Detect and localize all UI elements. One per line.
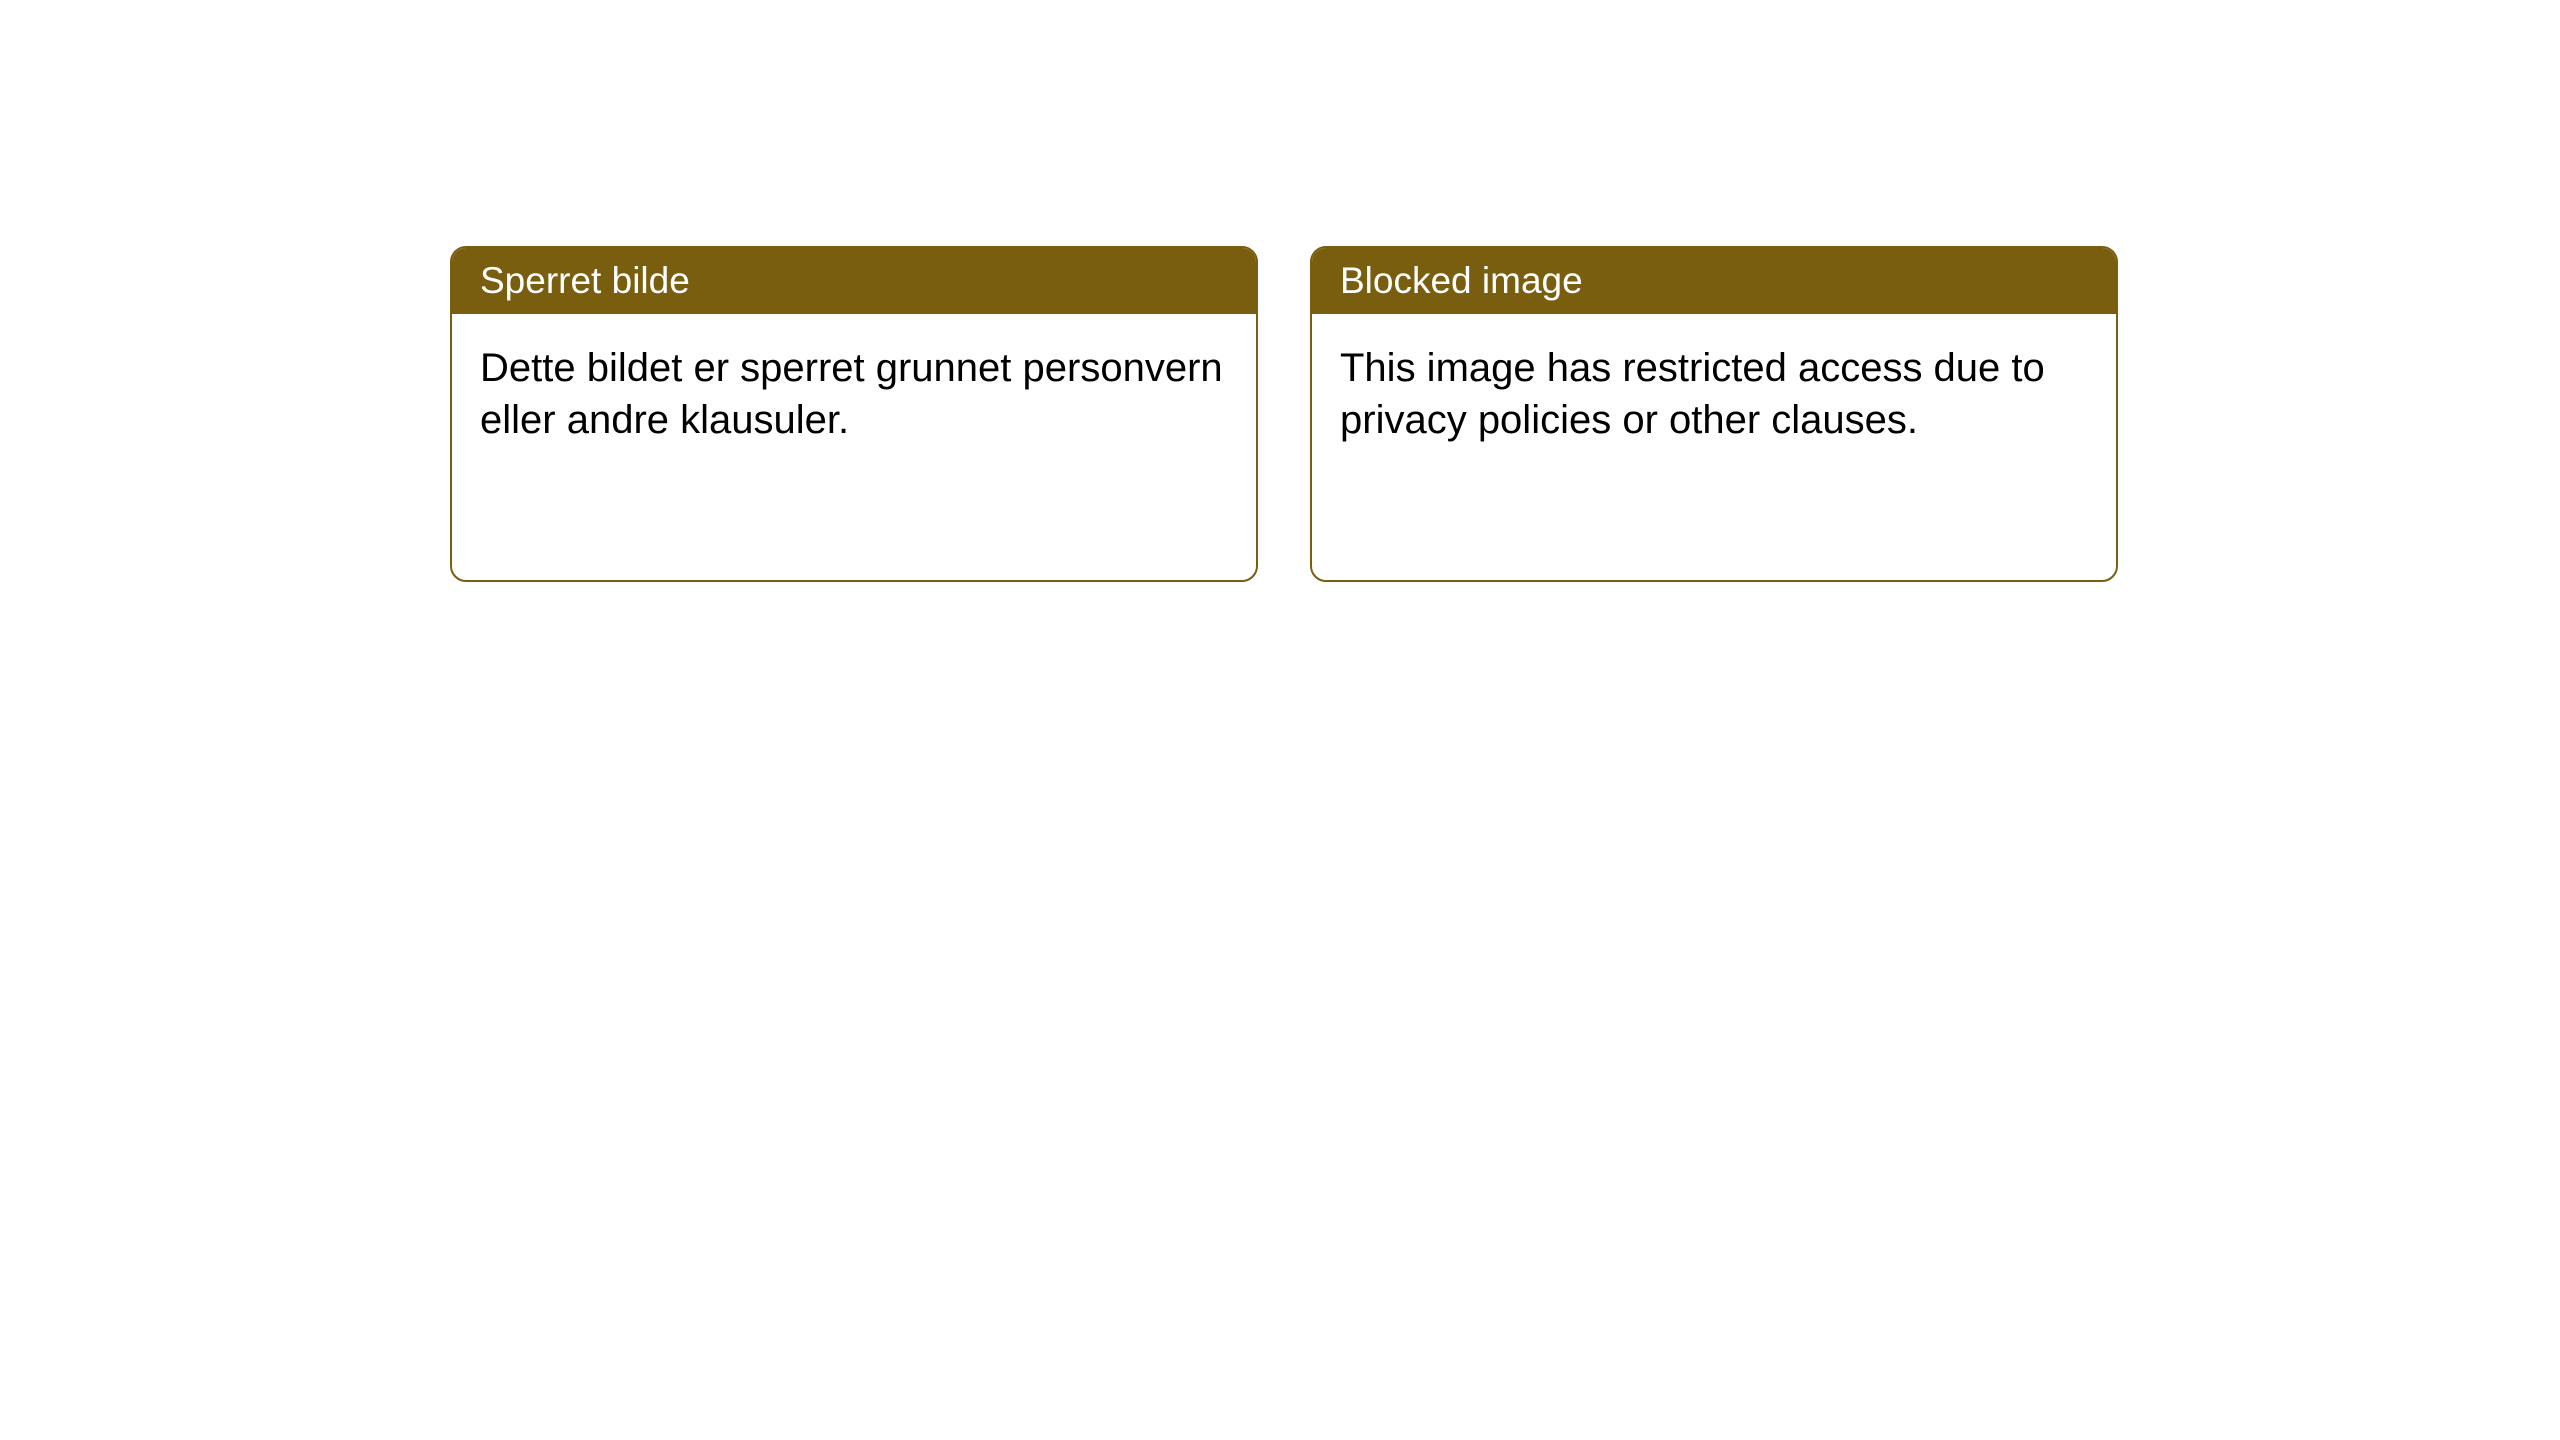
card-title: Blocked image <box>1340 260 1583 301</box>
card-header-english: Blocked image <box>1312 248 2116 314</box>
card-title: Sperret bilde <box>480 260 690 301</box>
card-body-text: Dette bildet er sperret grunnet personve… <box>480 346 1223 442</box>
card-body-text: This image has restricted access due to … <box>1340 346 2045 442</box>
card-english: Blocked image This image has restricted … <box>1310 246 2118 582</box>
card-body-norwegian: Dette bildet er sperret grunnet personve… <box>452 314 1256 474</box>
card-header-norwegian: Sperret bilde <box>452 248 1256 314</box>
card-norwegian: Sperret bilde Dette bildet er sperret gr… <box>450 246 1258 582</box>
card-body-english: This image has restricted access due to … <box>1312 314 2116 474</box>
cards-container: Sperret bilde Dette bildet er sperret gr… <box>450 246 2118 582</box>
